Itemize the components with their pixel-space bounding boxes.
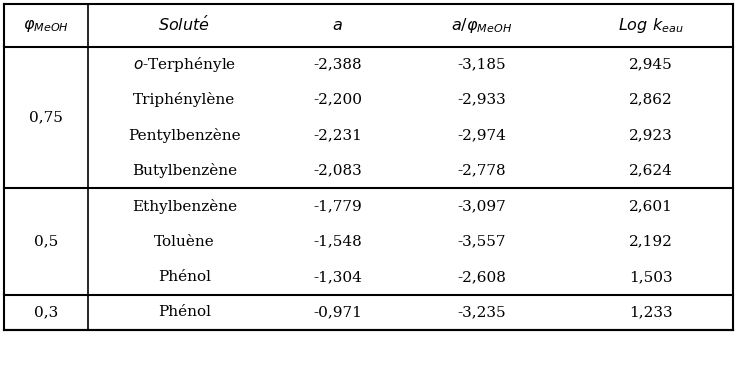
Text: -1,779: -1,779 — [313, 199, 362, 213]
Text: -2,608: -2,608 — [457, 270, 506, 284]
Text: 2,945: 2,945 — [629, 57, 673, 71]
Text: 2,192: 2,192 — [629, 235, 673, 248]
Text: $Log\ k_{eau}$: $Log\ k_{eau}$ — [618, 16, 684, 35]
Text: -1,304: -1,304 — [313, 270, 362, 284]
Text: 2,624: 2,624 — [629, 164, 673, 178]
Text: -3,235: -3,235 — [457, 305, 506, 319]
Text: -3,185: -3,185 — [457, 57, 506, 71]
Text: -3,097: -3,097 — [457, 199, 506, 213]
Text: -2,974: -2,974 — [457, 128, 506, 142]
Text: -2,778: -2,778 — [457, 164, 506, 178]
Text: Pentylbenzène: Pentylbenzène — [128, 128, 240, 143]
Text: 0,3: 0,3 — [33, 305, 57, 319]
Text: $o$-Terphényle: $o$-Terphényle — [133, 55, 236, 74]
Text: -2,933: -2,933 — [457, 93, 506, 107]
Text: Phénol: Phénol — [158, 270, 211, 284]
Text: 0,75: 0,75 — [29, 110, 63, 125]
Text: $Solut\acute{e}$: $Solut\acute{e}$ — [158, 16, 210, 35]
Text: -1,548: -1,548 — [313, 235, 362, 248]
Text: Triphénylène: Triphénylène — [133, 92, 235, 107]
Text: Phénol: Phénol — [158, 305, 211, 319]
Text: 2,601: 2,601 — [629, 199, 673, 213]
Text: Butylbenzène: Butylbenzène — [132, 163, 237, 178]
Text: $a/\varphi_{MeOH}$: $a/\varphi_{MeOH}$ — [451, 16, 512, 35]
Text: $\varphi_{MeOH}$: $\varphi_{MeOH}$ — [23, 17, 69, 34]
Text: 2,862: 2,862 — [629, 93, 673, 107]
Text: -2,083: -2,083 — [313, 164, 362, 178]
Text: 2,923: 2,923 — [629, 128, 673, 142]
Text: 0,5: 0,5 — [33, 235, 57, 248]
Text: -2,200: -2,200 — [313, 93, 362, 107]
Text: $a$: $a$ — [332, 17, 343, 34]
Text: 1,503: 1,503 — [629, 270, 673, 284]
Text: -3,557: -3,557 — [458, 235, 506, 248]
Text: Ethylbenzène: Ethylbenzène — [132, 198, 237, 214]
Text: -2,231: -2,231 — [313, 128, 362, 142]
Text: Toluène: Toluène — [154, 235, 214, 248]
Text: -0,971: -0,971 — [313, 305, 362, 319]
Text: 1,233: 1,233 — [629, 305, 673, 319]
Text: -2,388: -2,388 — [313, 57, 362, 71]
